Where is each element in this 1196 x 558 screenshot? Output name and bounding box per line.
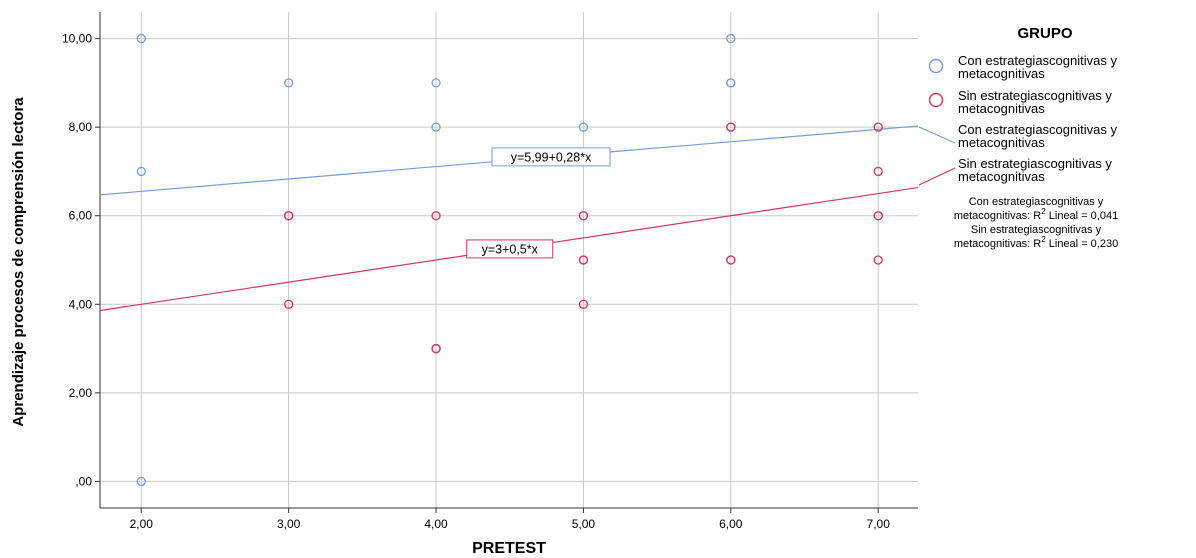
legend-line-label-con-line2: metacognitivas [958, 135, 1045, 150]
r2-note-sin-line2: metacognitivas: R2 Lineal = 0,230 [954, 235, 1118, 250]
data-point-series-0 [726, 78, 736, 88]
y-axis-title: Aprendizaje procesos de comprensión lect… [10, 97, 27, 427]
legend-line-label-sin-line2: metacognitivas [958, 169, 1045, 184]
legend: GRUPO Con estrategiascognitivas y metaco… [918, 25, 1118, 250]
data-point-series-0 [136, 476, 146, 487]
data-point-series-1 [726, 255, 736, 265]
equation-labels: y=5,99+0,28*x y=3+0,5*x [466, 147, 611, 259]
x-tick-label: 5,00 [572, 517, 596, 531]
legend-marker-sin [928, 92, 944, 108]
equation-box-1 [466, 239, 554, 259]
data-point-series-0 [431, 78, 441, 88]
data-point-series-1 [873, 122, 883, 132]
legend-marker-con [928, 58, 944, 74]
x-tick-label: 6,00 [719, 517, 743, 531]
x-tick-label: 4,00 [424, 517, 448, 531]
data-point-series-0 [578, 122, 589, 132]
legend-title: GRUPO [1017, 25, 1072, 42]
y-tick-label: 2,00 [69, 386, 93, 400]
legend-label-sin-line2: metacognitivas [958, 101, 1045, 116]
axes [99, 12, 918, 509]
legend-line-sin [918, 167, 956, 186]
data-point-series-1 [873, 166, 883, 177]
data-point-series-1 [873, 255, 883, 265]
data-point-series-1 [578, 255, 589, 265]
r2-note-sin-line1: Sin estrategiascognitivas y [971, 224, 1102, 236]
legend-line-label-sin-line1: Sin estrategiascognitivas y [958, 156, 1112, 171]
data-point-series-1 [284, 299, 294, 309]
data-point-series-1 [578, 211, 589, 221]
equation-box-0 [491, 147, 611, 167]
data-point-series-0 [726, 33, 736, 44]
data-point-series-0 [136, 33, 146, 44]
data-point-series-1 [431, 211, 441, 221]
tick-labels: 2,00 3,00 4,00 5,00 6,00 7,00 ,00 2,00 4,00 6,00 8… [62, 32, 890, 531]
y-tick-label: 6,00 [69, 209, 93, 223]
y-tick-label: 8,00 [69, 120, 93, 134]
x-tick-label: 3,00 [277, 517, 301, 531]
y-tick-label: 4,00 [69, 297, 93, 311]
data-point-series-0 [136, 166, 146, 177]
legend-line-label-con-line1: Con estrategiascognitivas y [958, 122, 1117, 137]
x-tick-label: 2,00 [130, 517, 154, 531]
legend-line-con [918, 126, 956, 144]
data-point-series-0 [284, 78, 294, 88]
data-point-series-0 [431, 122, 441, 132]
data-point-series-1 [431, 343, 441, 354]
data-point-series-1 [284, 211, 294, 221]
y-tick-label: 10,00 [62, 32, 92, 46]
legend-label-con-line2: metacognitivas [958, 66, 1045, 81]
legend-label-con-line1: Con estrategiascognitivas y [958, 53, 1117, 68]
legend-label-sin-line1: Sin estrategiascognitivas y [958, 88, 1112, 103]
data-points [136, 33, 883, 487]
data-point-series-1 [873, 211, 883, 221]
data-point-series-1 [726, 122, 736, 132]
x-tick-label: 7,00 [867, 517, 891, 531]
x-axis-title: PRETEST [472, 540, 546, 557]
r2-note-con-line1: Con estrategiascognitivas y [969, 196, 1104, 208]
y-tick-label: ,00 [75, 474, 92, 488]
r2-note-con-line2: metacognitivas: R2 Lineal = 0,041 [954, 207, 1118, 222]
plot-area [100, 12, 918, 508]
data-point-series-1 [578, 299, 589, 309]
equation-label-0: y=5,99+0,28*x [511, 150, 592, 164]
equation-label-1: y=3+0,5*x [482, 242, 539, 256]
